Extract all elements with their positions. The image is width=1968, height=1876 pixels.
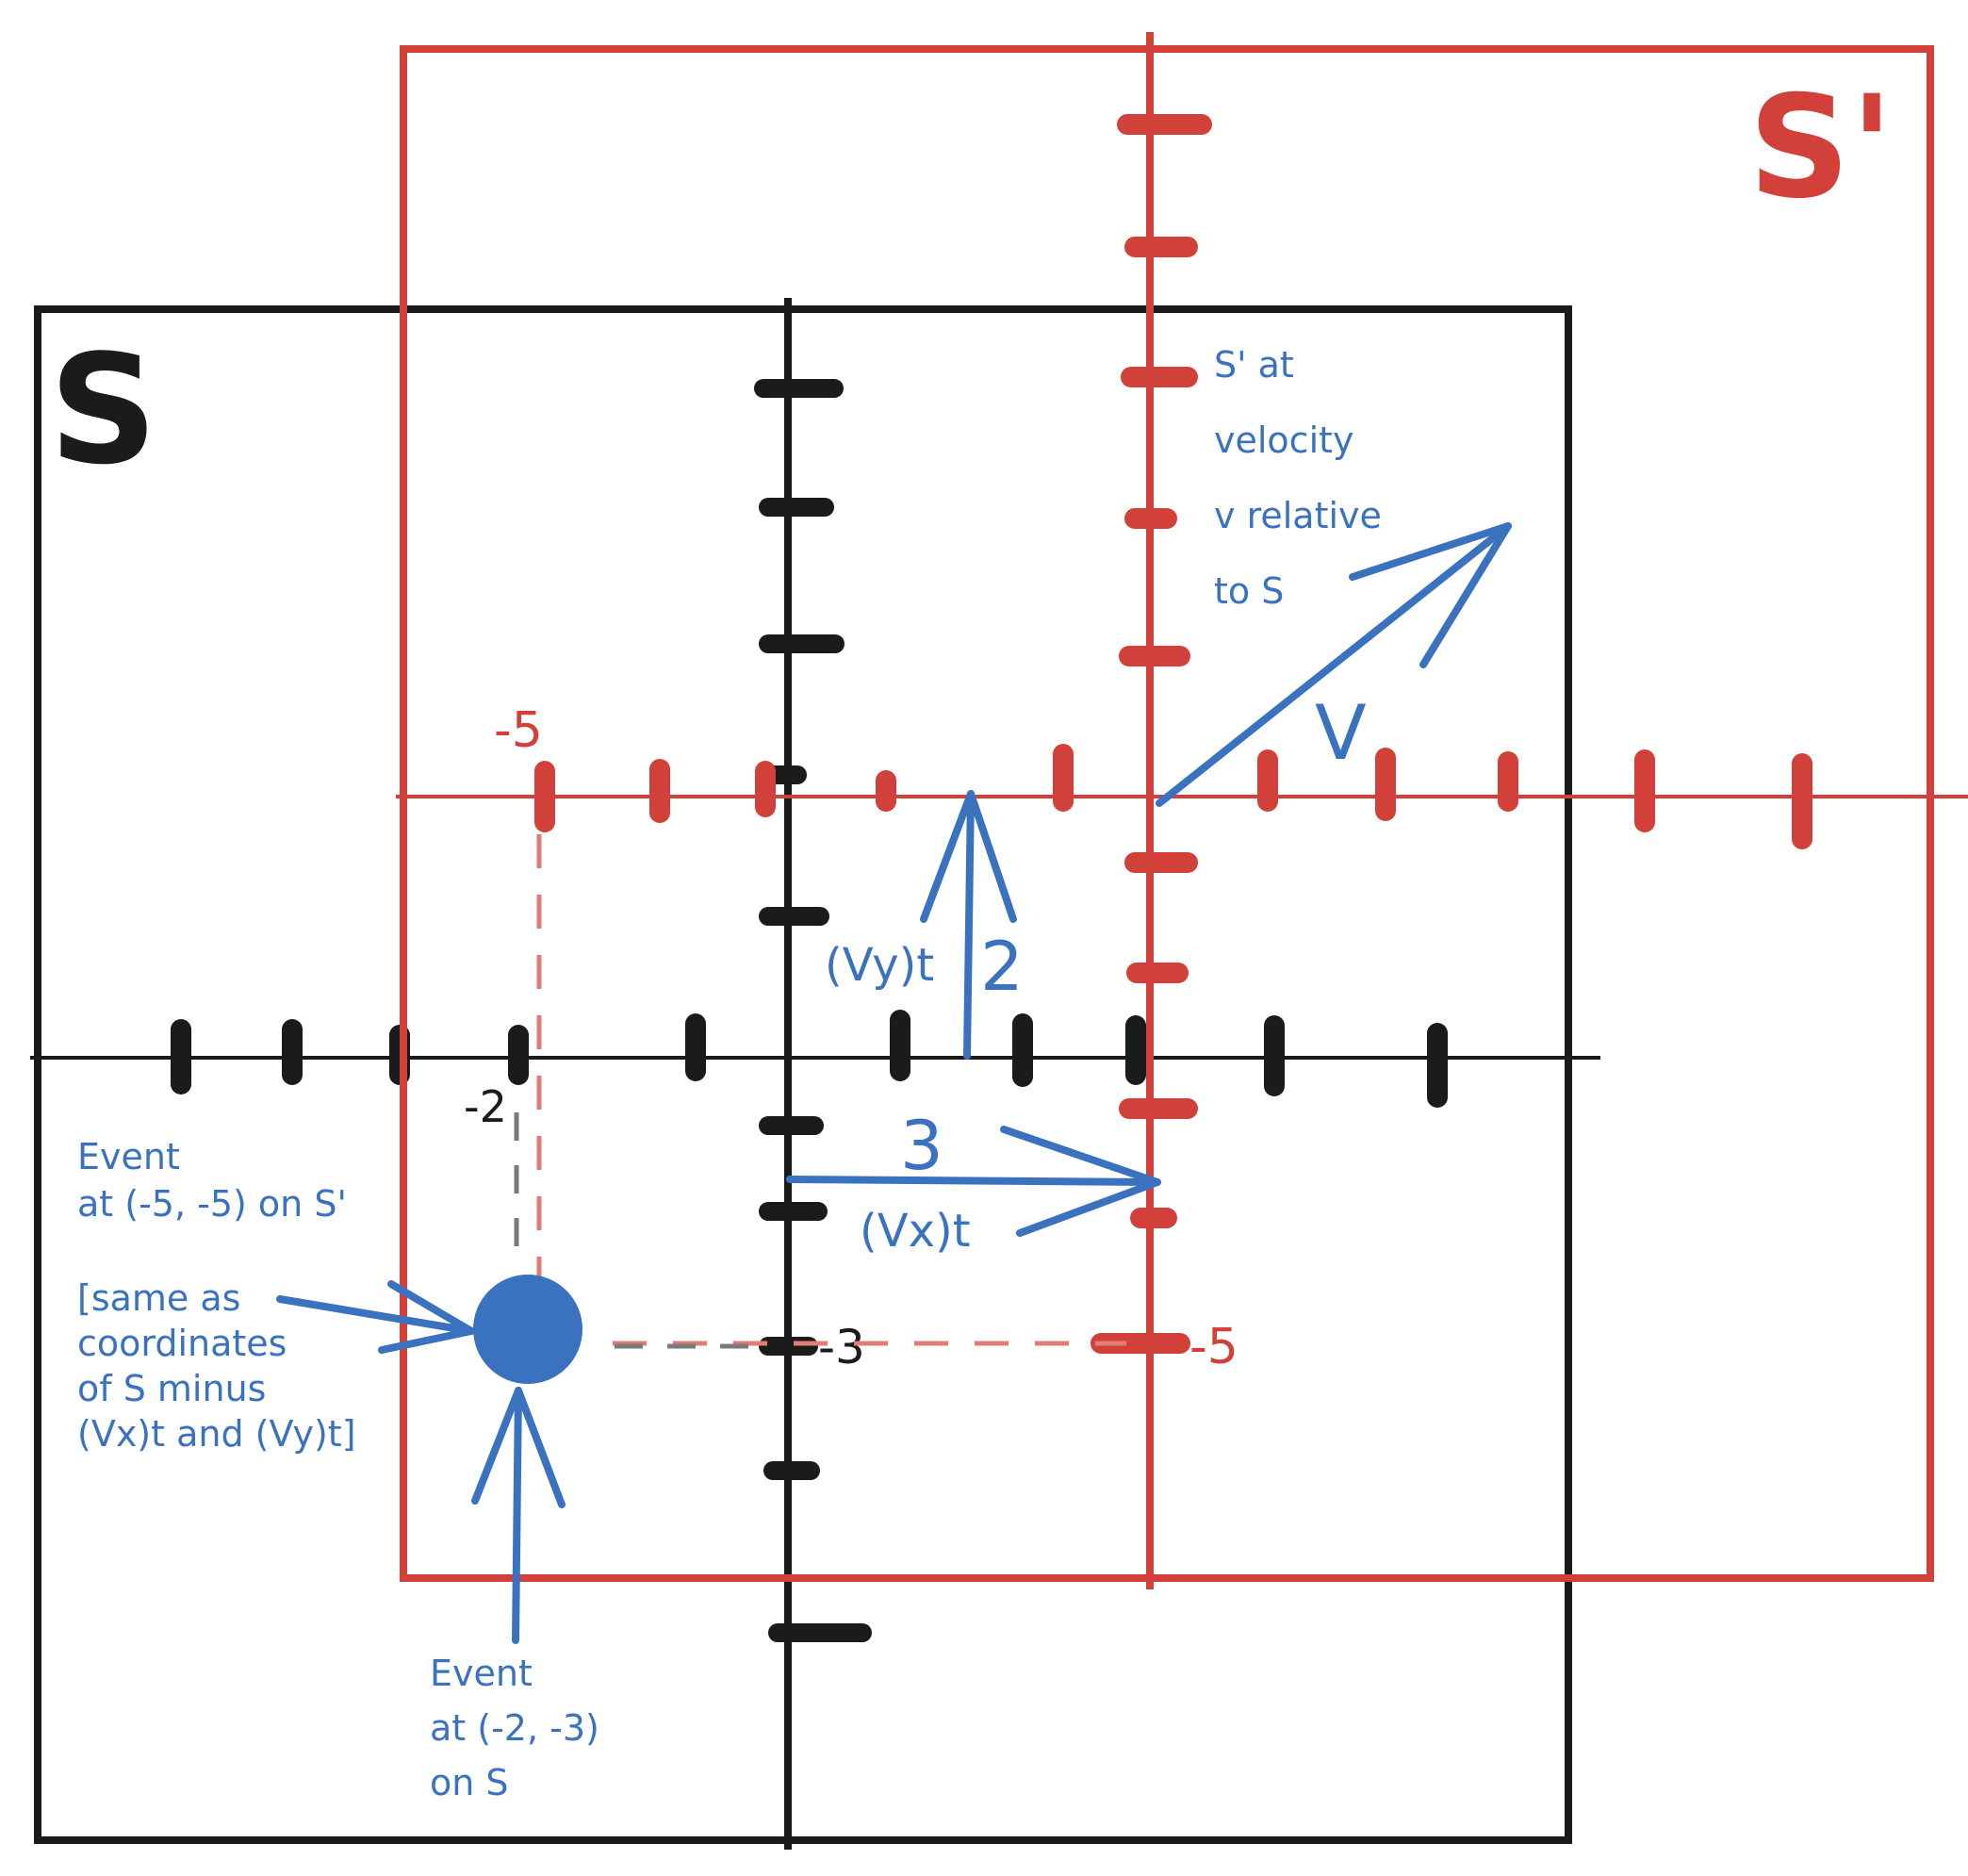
frame-s-y-ticks: [754, 379, 872, 1642]
frame-s-prime-x-ticks: [534, 744, 1812, 849]
s-x-tick-label-minus2: -2: [464, 1081, 507, 1132]
event-point: [473, 1275, 582, 1384]
annotations: [276, 522, 1512, 1644]
same-as-note-line: (Vx)t and (Vy)t]: [77, 1413, 356, 1455]
event-s-note-line: Event: [430, 1653, 533, 1694]
vy-value: 2: [980, 927, 1024, 1006]
event-s-prime-note: Event at (-5, -5) on S': [77, 1136, 347, 1225]
frame-s-label: S: [49, 321, 157, 498]
frame-s: S -2 -3: [30, 298, 1600, 1850]
event-pointer-below: [471, 1387, 566, 1644]
frame-s-prime: S' -5 -5: [396, 32, 1968, 1589]
s-prime-x-tick-label-minus5: -5: [494, 702, 543, 759]
velocity-note-line: v relative: [1214, 495, 1382, 536]
event-s-prime-note-line: Event: [77, 1136, 180, 1177]
event-s-note-line: at (-2, -3): [430, 1707, 599, 1749]
velocity-note-line: S' at: [1214, 344, 1294, 386]
same-as-note: [same as coordinates of S minus (Vx)t an…: [77, 1277, 356, 1455]
vx-arrow: [786, 1126, 1161, 1237]
same-as-note-line: of S minus: [77, 1368, 266, 1409]
velocity-note: S' at velocity v relative to S: [1214, 344, 1393, 612]
event-pointer-left: [276, 1280, 475, 1354]
same-as-note-line: [same as: [77, 1277, 240, 1319]
vx-value: 3: [900, 1106, 943, 1185]
velocity-label: V: [1315, 689, 1367, 777]
s-prime-y-tick-label-minus5: -5: [1189, 1319, 1238, 1375]
frame-s-box: [34, 305, 1572, 1844]
projection-guides: [514, 834, 1126, 1349]
event-s-note-line: on S: [430, 1762, 509, 1803]
s-y-tick-label-minus3: -3: [818, 1320, 865, 1374]
same-as-note-line: coordinates: [77, 1323, 287, 1364]
event-s-prime-note-line: at (-5, -5) on S': [77, 1183, 347, 1225]
event-s-note: Event at (-2, -3) on S: [430, 1653, 611, 1803]
velocity-note-line: velocity: [1214, 420, 1354, 461]
frame-s-prime-box: [400, 45, 1934, 1582]
vy-arrow: [920, 790, 1017, 1060]
frame-s-prime-y-ticks: [1091, 114, 1212, 1354]
velocity-arrow: [1156, 522, 1512, 807]
vy-label: (Vy)t: [825, 939, 934, 992]
frame-s-prime-label: S': [1748, 66, 1894, 230]
velocity-note-line: to S: [1214, 570, 1284, 612]
vx-label: (Vx)t: [860, 1205, 971, 1258]
